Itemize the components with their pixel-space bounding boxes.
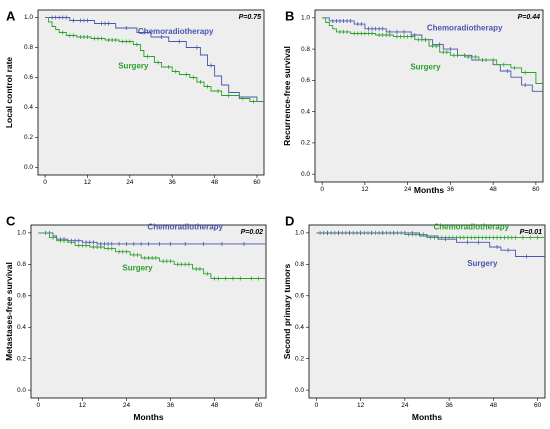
x-tick-label: 0 [43, 179, 47, 186]
y-axis-title: Recurrence-free survival [282, 46, 292, 146]
series-line-chemoradiotherapy [38, 232, 266, 245]
x-tick-label: 36 [446, 402, 454, 409]
x-tick-label: 60 [253, 179, 261, 186]
series-line-chemoradiotherapy [322, 17, 543, 92]
y-tick-label: 0.0 [17, 387, 26, 394]
panel-d: D 0.0 0.2 0.4 0.6 0.8 1.0 0 12 24 36 48 60 Months Seco… [282, 214, 546, 422]
y-tick-label: 0.0 [24, 164, 33, 171]
y-tick-label: 0.8 [301, 46, 310, 53]
y-tick-label: 0.6 [17, 292, 26, 299]
x-tick-label: 12 [84, 179, 92, 186]
x-tick-label: 60 [255, 402, 263, 409]
x-tick-label: 48 [211, 179, 219, 186]
y-tick-label: 0.6 [295, 292, 304, 299]
plot-area [308, 224, 546, 399]
y-tick-label: 0.6 [301, 77, 310, 84]
y-tick-label: 0.4 [24, 104, 33, 111]
x-tick-label: 0 [37, 402, 41, 409]
y-tick-label: 0.2 [24, 134, 33, 141]
y-tick-label: 0.6 [24, 74, 33, 81]
x-tick-label: 60 [532, 186, 540, 193]
y-tick-label: 0.4 [295, 324, 304, 331]
x-tick-label: 12 [79, 402, 87, 409]
series-line-surgery [322, 17, 543, 84]
p-value: P=0.44 [518, 14, 540, 21]
y-tick-label: 0.8 [295, 261, 304, 268]
x-axis-title: Months [412, 412, 442, 422]
series-label: Chemoradiotherapy [427, 23, 503, 32]
x-tick-label: 24 [123, 402, 131, 409]
y-tick-label: 0.8 [24, 44, 33, 51]
y-axis-title: Second primary tumors [282, 264, 292, 360]
plot-area [30, 224, 267, 399]
series-label: Chemoradiotherapy [138, 27, 214, 36]
y-tick-label: 0.2 [17, 355, 26, 362]
y-axis-title: Metastases-free survival [4, 262, 14, 361]
y-tick-label: 0.2 [295, 355, 304, 362]
x-tick-label: 36 [169, 179, 177, 186]
y-tick-label: 0.0 [295, 387, 304, 394]
x-axis-title: Months [133, 412, 163, 422]
p-value: P=0.75 [239, 14, 261, 21]
y-tick-label: 1.0 [295, 230, 304, 237]
x-tick-label: 48 [490, 402, 498, 409]
series-label: Surgery [467, 259, 498, 268]
panel-letter: D [285, 214, 294, 229]
series-label: Surgery [410, 62, 441, 71]
panel-a: A 0.0 0.2 0.4 0.6 0.8 1.0 0 12 24 36 48 60 Local cont… [4, 9, 265, 186]
panel-letter: C [6, 214, 16, 229]
y-tick-label: 1.0 [301, 15, 310, 22]
x-tick-label: 0 [320, 186, 324, 193]
series-line-chemoradiotherapy [45, 17, 264, 102]
x-axis-title: Months [414, 185, 444, 195]
x-tick-label: 12 [361, 186, 369, 193]
y-tick-label: 0.4 [301, 108, 310, 115]
x-tick-label: 24 [126, 179, 134, 186]
panel-b: B 0.0 0.2 0.4 0.6 0.8 1.0 0 12 24 36 48 60 Months Recu… [282, 9, 544, 195]
x-tick-label: 12 [357, 402, 365, 409]
x-tick-label: 36 [447, 186, 455, 193]
x-tick-label: 60 [534, 402, 542, 409]
y-tick-label: 1.0 [24, 14, 33, 21]
series-line-surgery [45, 17, 264, 102]
panel-letter: A [6, 9, 16, 24]
series-label: Chemoradiotherapy [147, 223, 223, 232]
panel-letter: B [285, 9, 294, 24]
series-line-surgery [316, 232, 545, 257]
series-label: Surgery [118, 62, 149, 71]
x-tick-label: 0 [315, 402, 319, 409]
x-tick-label: 24 [404, 186, 412, 193]
series-label: Surgery [122, 264, 153, 273]
y-tick-label: 0.2 [301, 140, 310, 147]
y-tick-label: 1.0 [17, 230, 26, 237]
p-value: P=0.02 [241, 229, 263, 236]
p-value: P=0.01 [520, 229, 542, 236]
x-tick-label: 36 [167, 402, 175, 409]
x-tick-label: 24 [401, 402, 409, 409]
y-axis-title: Local control rate [4, 57, 14, 129]
plot-area [314, 9, 544, 183]
y-tick-label: 0.0 [301, 171, 310, 178]
y-tick-label: 0.4 [17, 324, 26, 331]
panel-c: C 0.0 0.2 0.4 0.6 0.8 1.0 0 12 24 36 48 60 Months Meta… [4, 214, 267, 422]
x-tick-label: 48 [490, 186, 498, 193]
series-label: Chemoradiotherapy [433, 223, 509, 232]
plot-area [37, 9, 265, 176]
x-tick-label: 48 [211, 402, 219, 409]
y-tick-label: 0.8 [17, 261, 26, 268]
